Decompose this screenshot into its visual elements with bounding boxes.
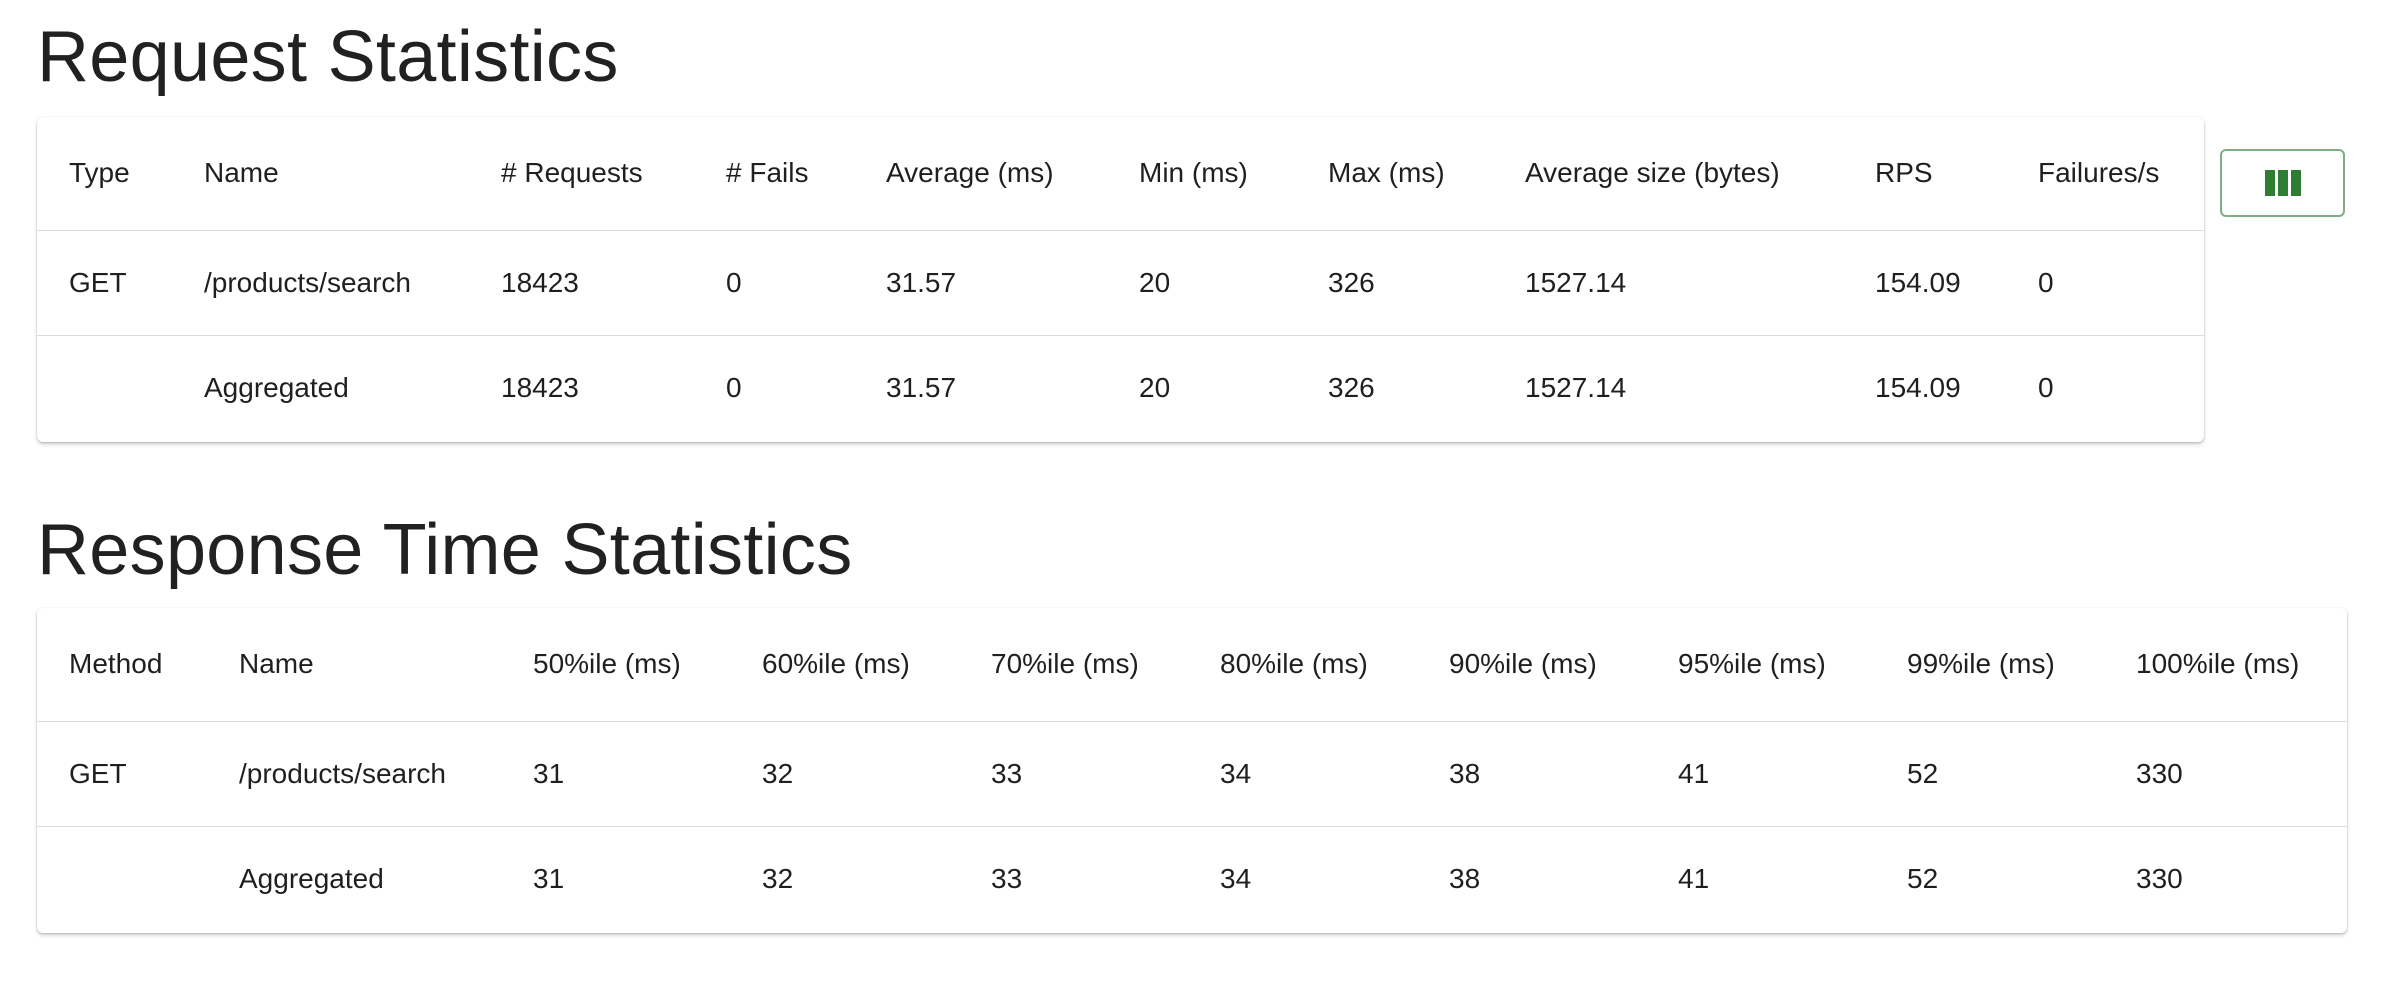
table-header-row: Type Name # Requests # Fails Average (ms…	[37, 117, 2204, 230]
column-header[interactable]: # Requests	[501, 157, 643, 189]
column-header[interactable]: Min (ms)	[1139, 157, 1248, 189]
table-cell: 1527.14	[1493, 229, 1843, 335]
table-cell: 0	[694, 229, 854, 335]
table-cell: 33	[959, 825, 1188, 931]
column-header[interactable]: RPS	[1875, 157, 1933, 189]
table-cell: 31	[501, 720, 730, 826]
table-cell: 33	[959, 720, 1188, 826]
table-cell: GET	[37, 720, 207, 826]
table-cell: 326	[1296, 229, 1493, 335]
request-statistics-table: Type Name # Requests # Fails Average (ms…	[37, 117, 2204, 440]
table-cell	[37, 334, 172, 440]
column-header[interactable]: Name	[239, 648, 314, 680]
column-header[interactable]: Type	[69, 157, 130, 189]
table-cell: 18423	[469, 229, 694, 335]
column-header[interactable]: 80%ile (ms)	[1220, 648, 1368, 680]
table-cell: 20	[1107, 229, 1296, 335]
table-cell: /products/search	[207, 720, 501, 826]
table-row: GET /products/search 18423 0 31.57 20 32…	[37, 229, 2204, 335]
table-cell: 38	[1417, 720, 1646, 826]
column-selector-button[interactable]	[2220, 149, 2345, 217]
column-header[interactable]: Average size (bytes)	[1525, 157, 1780, 189]
table-cell: 34	[1188, 720, 1417, 826]
column-header[interactable]: 95%ile (ms)	[1678, 648, 1826, 680]
table-cell: 34	[1188, 825, 1417, 931]
table-row: GET /products/search 31 32 33 34 38 41 5…	[37, 720, 2347, 826]
column-header[interactable]: Failures/s	[2038, 157, 2160, 189]
response-time-statistics-table: Method Name 50%ile (ms) 60%ile (ms) 70%i…	[37, 608, 2347, 931]
table-cell: 38	[1417, 825, 1646, 931]
column-header[interactable]: 70%ile (ms)	[991, 648, 1139, 680]
column-header[interactable]: 60%ile (ms)	[762, 648, 910, 680]
table-row-aggregated: Aggregated 31 32 33 34 38 41 52 330	[37, 825, 2347, 931]
table-cell: 1527.14	[1493, 334, 1843, 440]
table-cell: 31.57	[854, 229, 1107, 335]
request-statistics-card: Type Name # Requests # Fails Average (ms…	[37, 117, 2204, 442]
table-cell: 0	[2006, 334, 2204, 440]
table-cell: 52	[1875, 720, 2104, 826]
table-cell: 154.09	[1843, 229, 2006, 335]
response-time-statistics-card: Method Name 50%ile (ms) 60%ile (ms) 70%i…	[37, 608, 2347, 933]
table-row-aggregated: Aggregated 18423 0 31.57 20 326 1527.14 …	[37, 334, 2204, 440]
column-header[interactable]: 50%ile (ms)	[533, 648, 681, 680]
table-cell: 0	[694, 334, 854, 440]
table-cell: 41	[1646, 825, 1875, 931]
table-cell: 0	[2006, 229, 2204, 335]
table-cell: 18423	[469, 334, 694, 440]
table-header-row: Method Name 50%ile (ms) 60%ile (ms) 70%i…	[37, 608, 2347, 721]
table-cell: 32	[730, 825, 959, 931]
column-header[interactable]: 100%ile (ms)	[2136, 648, 2300, 680]
column-header[interactable]: 90%ile (ms)	[1449, 648, 1597, 680]
column-header[interactable]: 99%ile (ms)	[1907, 648, 2055, 680]
table-cell: Aggregated	[172, 334, 469, 440]
response-time-statistics-title: Response Time Statistics	[37, 510, 853, 590]
table-cell: 330	[2104, 825, 2347, 931]
table-cell: 326	[1296, 334, 1493, 440]
table-cell: /products/search	[172, 229, 469, 335]
table-cell: 31	[501, 825, 730, 931]
table-cell: 330	[2104, 720, 2347, 826]
table-cell: 154.09	[1843, 334, 2006, 440]
column-header[interactable]: Method	[69, 648, 163, 680]
column-header[interactable]: Average (ms)	[886, 157, 1054, 189]
table-cell: GET	[37, 229, 172, 335]
column-header[interactable]: Max (ms)	[1328, 157, 1445, 189]
table-cell: 20	[1107, 334, 1296, 440]
table-cell: 41	[1646, 720, 1875, 826]
view-column-icon	[2264, 170, 2301, 196]
column-header[interactable]: # Fails	[726, 157, 809, 189]
table-cell: 31.57	[854, 334, 1107, 440]
table-cell: 32	[730, 720, 959, 826]
table-cell: 52	[1875, 825, 2104, 931]
column-header[interactable]: Name	[204, 157, 279, 189]
table-cell	[37, 825, 207, 931]
request-statistics-title: Request Statistics	[37, 17, 619, 97]
table-cell: Aggregated	[207, 825, 501, 931]
